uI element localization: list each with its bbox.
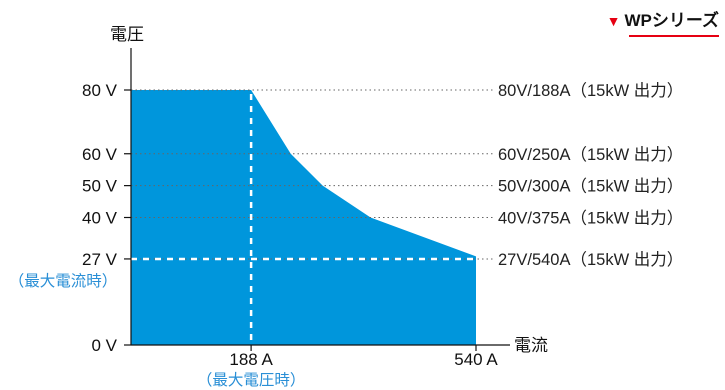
y-tick-label-80: 80 V [82, 81, 118, 100]
annotation-60: 60V/250A（15kW 出力） [498, 145, 683, 164]
series-title: ▼ WPシリーズ [606, 6, 719, 37]
y-tick-label-50: 50 V [82, 177, 118, 196]
y-tick-sublabel-27: （最大電流時） [9, 272, 118, 290]
title-underline [628, 35, 719, 37]
x-axis-label: 電流 [514, 336, 548, 355]
triangle-marker-icon: ▼ [606, 13, 621, 29]
x-tick-sublabel-188: （最大電圧時） [197, 371, 306, 389]
x-tick-label-540: 540 A [454, 350, 498, 369]
annotation-40: 40V/375A（15kW 出力） [498, 209, 683, 228]
y-tick-label-40: 40 V [82, 209, 118, 228]
y-tick-label-27: 27 V [82, 250, 118, 269]
y-tick-label-0: 0 V [91, 336, 117, 355]
y-axis-label: 電圧 [110, 25, 144, 44]
x-tick-label-188: 188 A [229, 350, 273, 369]
series-title-text: WPシリーズ [624, 11, 719, 30]
annotation-50: 50V/300A（15kW 出力） [498, 177, 683, 196]
annotation-27: 27V/540A（15kW 出力） [498, 250, 683, 269]
annotation-80: 80V/188A（15kW 出力） [498, 81, 683, 100]
y-tick-label-60: 60 V [82, 145, 118, 164]
